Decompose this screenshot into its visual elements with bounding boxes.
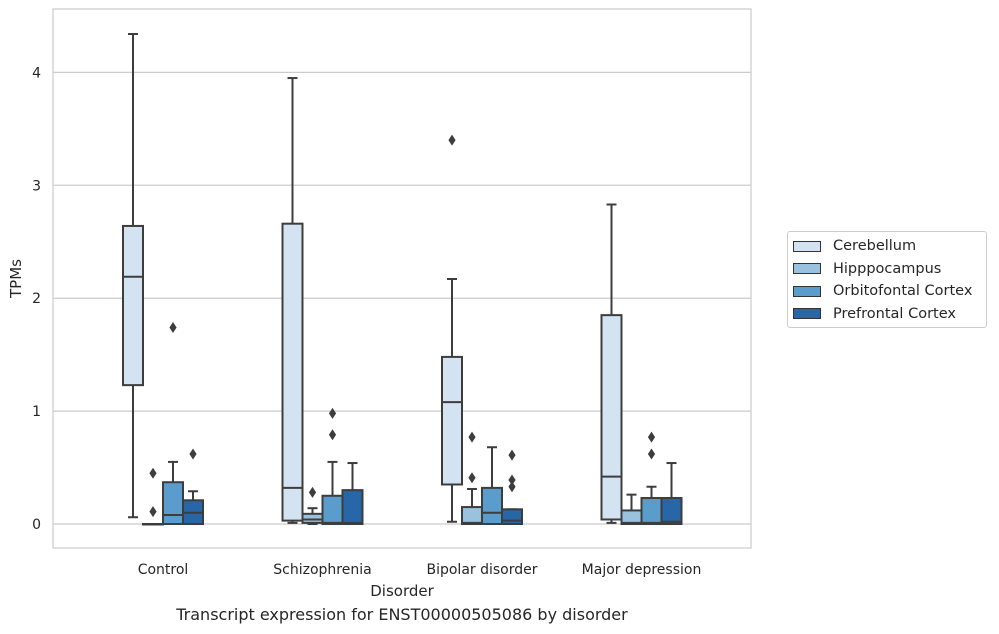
y-axis-label: TPMs xyxy=(7,259,25,299)
legend-item-prefrontal-cortex: Prefrontal Cortex xyxy=(788,303,986,326)
legend-swatch xyxy=(793,285,821,297)
outlier-point-2 xyxy=(149,467,157,479)
legend: Cerebellum Hipppocampus Orbitofontal Corte… xyxy=(787,231,987,328)
x-tick-label-control: Control xyxy=(138,562,189,578)
box-iqr xyxy=(600,314,623,521)
box-control-orbitofontal-cortex xyxy=(162,322,184,525)
legend-swatch xyxy=(793,263,821,275)
legend-item-cerebellum: Cerebellum xyxy=(788,235,986,258)
gridlines xyxy=(53,71,751,525)
box-iqr xyxy=(162,481,184,525)
box-control-prefrontal-cortex xyxy=(182,448,204,525)
legend-item-hipppocampus: Hipppocampus xyxy=(788,258,986,281)
box-bipolar-disorder-prefrontal-cortex xyxy=(501,449,523,525)
box-iqr xyxy=(341,489,364,526)
box-iqr xyxy=(461,506,483,526)
outlier-point-1 xyxy=(308,486,317,498)
box-bipolar-disorder-orbitofontal-cortex xyxy=(481,446,503,526)
box-schizophrenia-orbitofontal-cortex xyxy=(321,407,344,525)
box-group-bipolar-disorder xyxy=(441,134,523,526)
box-group-control xyxy=(122,33,204,526)
y-tick-label-1: 1 xyxy=(32,404,41,420)
box-schizophrenia-hipppocampus xyxy=(301,486,324,525)
box-major-depression-orbitofontal-cortex xyxy=(640,431,663,525)
y-tick-label-4: 4 xyxy=(32,65,41,81)
outlier-point-2 xyxy=(468,431,476,443)
y-tick-label-0: 0 xyxy=(32,517,41,533)
outlier-point-1 xyxy=(508,481,516,493)
x-axis-ticks: Control Schizophrenia Bipolar disorder Majo… xyxy=(138,562,702,578)
chart-caption: Transcript expression for ENST0000050508… xyxy=(176,605,628,624)
outlier-point-1 xyxy=(328,429,337,441)
box-groups xyxy=(122,33,683,526)
box-iqr xyxy=(321,494,344,525)
box-schizophrenia-cerebellum xyxy=(281,77,304,524)
outlier-point-2 xyxy=(508,474,516,486)
box-major-depression-prefrontal-cortex xyxy=(660,462,683,525)
box-iqr xyxy=(441,355,463,486)
legend-label: Orbitofontal Cortex xyxy=(833,283,973,300)
outlier-point-1 xyxy=(169,322,177,334)
box-iqr xyxy=(122,224,144,387)
outlier-point-2 xyxy=(647,431,656,443)
outlier-point-2 xyxy=(328,407,337,419)
outlier-point-1 xyxy=(448,134,456,146)
y-axis-ticks: 0 1 2 3 4 xyxy=(32,65,41,533)
box-iqr xyxy=(640,497,663,525)
box-major-depression-cerebellum xyxy=(600,203,623,524)
box-control-hipppocampus xyxy=(142,467,164,526)
box-iqr xyxy=(501,508,523,525)
legend-item-orbitofontal-cortex: Orbitofontal Cortex xyxy=(788,280,986,303)
outlier-point-3 xyxy=(508,449,516,461)
box-bipolar-disorder-hipppocampus xyxy=(461,431,483,526)
box-iqr xyxy=(481,486,503,526)
x-tick-label-schizophrenia: Schizophrenia xyxy=(273,562,371,578)
box-iqr xyxy=(660,497,683,525)
legend-swatch xyxy=(793,240,821,252)
x-tick-label-bipolar-disorder: Bipolar disorder xyxy=(426,562,537,578)
box-iqr xyxy=(281,222,304,522)
box-group-major-depression xyxy=(600,203,683,525)
box-bipolar-disorder-cerebellum xyxy=(441,134,463,523)
box-iqr xyxy=(301,512,324,524)
x-axis-label: Disorder xyxy=(370,582,434,600)
legend-label: Prefrontal Cortex xyxy=(833,305,956,322)
x-tick-label-major-depression: Major depression xyxy=(582,562,702,578)
legend-label: Cerebellum xyxy=(833,238,917,255)
outlier-point-1 xyxy=(468,472,476,484)
box-group-schizophrenia xyxy=(281,77,364,526)
outlier-point-1 xyxy=(189,448,197,460)
y-tick-label-3: 3 xyxy=(32,178,41,194)
outlier-point-1 xyxy=(149,506,157,518)
box-schizophrenia-prefrontal-cortex xyxy=(341,462,364,526)
plot-area-frame xyxy=(52,8,752,549)
legend-label: Hipppocampus xyxy=(833,260,942,277)
box-control-cerebellum xyxy=(122,33,144,519)
outlier-point-1 xyxy=(647,448,656,460)
box-major-depression-hipppocampus xyxy=(620,493,643,525)
legend-swatch xyxy=(793,308,821,320)
y-tick-label-2: 2 xyxy=(32,291,41,307)
